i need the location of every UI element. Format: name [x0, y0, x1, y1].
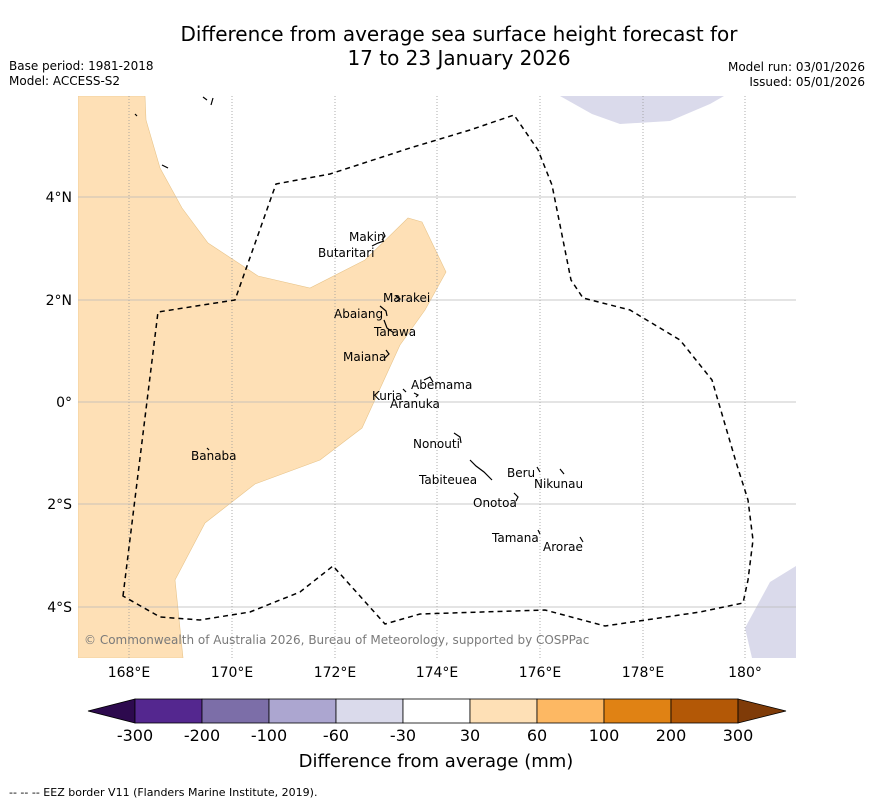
colorbar-tick: 300	[723, 726, 754, 745]
colorbar-tick: 100	[589, 726, 620, 745]
issued-date: Issued: 05/01/2026	[749, 75, 865, 89]
meta-right: Model run: 03/01/2026 Issued: 05/01/2026	[728, 60, 865, 90]
place-label-nonouti: Nonouti	[413, 437, 460, 451]
negative-anomaly-region-south	[745, 566, 796, 658]
island-marakei-outline	[395, 295, 402, 302]
place-label-nikunau: Nikunau	[534, 477, 583, 491]
colorbar-over-arrow	[737, 698, 787, 724]
place-label-butaritari: Butaritari	[318, 246, 375, 260]
lat-tick-0: 0°	[56, 395, 72, 411]
island-aranuka-outline	[413, 392, 420, 398]
island-tarawa-outline	[383, 319, 395, 334]
colorbar-tick: -60	[323, 726, 349, 745]
colorbar-label: Difference from average (mm)	[299, 751, 574, 772]
island-beru-outline	[536, 466, 541, 473]
colorbar-ticks: -300 -200 -100 -60 -30 30 60 100 200 300	[117, 726, 753, 745]
copyright-text: © Commonwealth of Australia 2026, Bureau…	[84, 633, 589, 647]
colorbar-tick: -100	[251, 726, 287, 745]
meta-left: Base period: 1981-2018 Model: ACCESS-S2	[9, 59, 154, 89]
eez-legend-note: -- -- -- EEZ border V11 (Flanders Marine…	[9, 786, 318, 799]
island-onotoa-outline	[513, 492, 519, 502]
place-label-marakei: Marakei	[383, 291, 430, 305]
island-nikunau-outline	[559, 468, 565, 475]
positive-anomaly-region	[78, 96, 447, 658]
island-abemama-outline	[423, 376, 434, 383]
island-butaritari-outline	[371, 240, 385, 247]
lat-tick-2n: 2°N	[46, 293, 72, 309]
negative-anomaly-region-north	[560, 96, 724, 124]
colorbar: -300 -200 -100 -60 -30 30 60 100 200 300…	[87, 698, 787, 772]
colorbar-bin	[402, 698, 471, 724]
island-coast-north-d	[161, 164, 169, 169]
island-kuria-outline	[402, 388, 407, 393]
colorbar-tick: 30	[460, 726, 480, 745]
lat-tick-2s: 2°S	[47, 497, 72, 513]
model-name: Model: ACCESS-S2	[9, 74, 121, 88]
island-abaiang-outline	[379, 305, 388, 317]
place-label-makin: Makin	[349, 230, 385, 244]
title-line-2: 17 to 23 January 2026	[347, 46, 571, 70]
lat-tick-4n: 4°N	[46, 190, 72, 206]
island-nonouti-outline	[453, 432, 462, 444]
island-maiana-outline	[384, 349, 390, 359]
lon-tick-170: 170°E	[211, 665, 254, 681]
lon-tick-174: 174°E	[416, 665, 459, 681]
place-label-aranuka: Aranuka	[390, 397, 440, 411]
lon-tick-176: 176°E	[519, 665, 562, 681]
island-coast-north-c	[134, 113, 138, 117]
place-label-tarawa: Tarawa	[373, 325, 416, 339]
lon-tick-172: 172°E	[314, 665, 357, 681]
place-label-onotoa: Onotoa	[473, 496, 517, 510]
colorbar-bin	[469, 698, 538, 724]
map-title: Difference from average sea surface heig…	[0, 22, 873, 70]
colorbar-bin	[536, 698, 605, 724]
colorbar-tick: -200	[184, 726, 220, 745]
colorbar-under-arrow	[87, 698, 136, 724]
island-coast-north-b	[210, 97, 214, 106]
island-tabiteuea-outline	[469, 459, 493, 481]
longitude-ticks: 168°E 170°E 172°E 174°E 176°E 178°E 180°	[108, 665, 762, 681]
island-makin-outline	[381, 231, 386, 241]
lon-tick-178: 178°E	[622, 665, 665, 681]
colorbar-bin	[134, 698, 203, 724]
colorbar-bin	[268, 698, 337, 724]
colorbar-bin	[201, 698, 270, 724]
island-outlines	[134, 96, 584, 543]
island-coast-north-a	[202, 96, 208, 101]
model-run: Model run: 03/01/2026	[727, 60, 865, 74]
place-label-abaiang: Abaiang	[334, 307, 383, 321]
latitude-ticks: 4°N 2°N 0° 2°S 4°S	[46, 190, 73, 616]
place-labels: Makin Butaritari Marakei Abaiang Tarawa …	[191, 230, 583, 554]
island-tamana-outline	[537, 529, 541, 535]
place-label-maiana: Maiana	[343, 350, 386, 364]
colorbar-bin	[603, 698, 672, 724]
colorbar-bin	[335, 698, 404, 724]
place-label-arorae: Arorae	[543, 540, 583, 554]
lon-tick-168: 168°E	[108, 665, 151, 681]
colorbar-tick: -30	[390, 726, 416, 745]
place-label-beru: Beru	[507, 466, 535, 480]
island-banaba-outline	[206, 447, 210, 451]
title-line-1: Difference from average sea surface heig…	[180, 22, 738, 46]
island-arorae-outline	[579, 536, 584, 543]
colorbar-tick: -300	[117, 726, 153, 745]
colorbar-bin	[670, 698, 739, 724]
place-label-tamana: Tamana	[491, 531, 539, 545]
lon-tick-180: 180°	[728, 665, 762, 681]
place-label-abemama: Abemama	[411, 378, 472, 392]
place-label-tabiteuea: Tabiteuea	[418, 473, 477, 487]
colorbar-tick: 200	[656, 726, 687, 745]
base-period: Base period: 1981-2018	[9, 59, 154, 73]
place-label-banaba: Banaba	[191, 449, 237, 463]
lat-tick-4s: 4°S	[47, 600, 72, 616]
colorbar-tick: 60	[527, 726, 547, 745]
place-label-kuria: Kuria	[372, 389, 403, 403]
grid-lines	[78, 96, 796, 658]
map-area: Makin Butaritari Marakei Abaiang Tarawa …	[78, 96, 796, 658]
